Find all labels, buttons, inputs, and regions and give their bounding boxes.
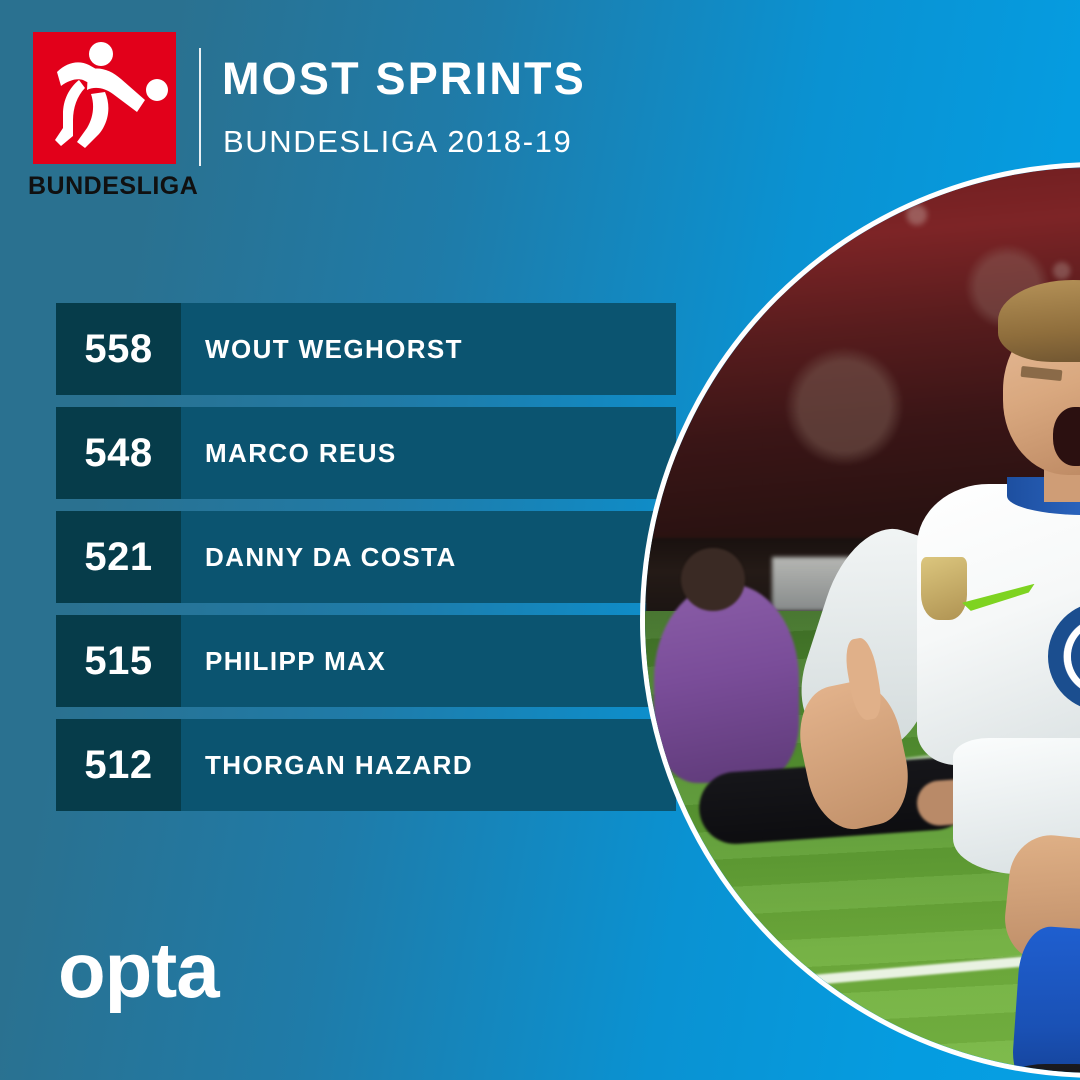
cup-badge <box>921 556 967 620</box>
row-name-cell: DANNY DA COSTA <box>181 511 676 603</box>
row-name-cell: PHILIPP MAX <box>181 615 676 707</box>
row-player-name: DANNY DA COSTA <box>205 542 457 572</box>
player-torso <box>916 484 1080 765</box>
header-divider <box>199 48 201 166</box>
player-photo: W 9 <box>645 167 1080 1073</box>
table-row: 521 DANNY DA COSTA <box>56 511 676 603</box>
row-value-cell: 515 <box>56 615 181 707</box>
background-keeper-head <box>681 547 745 611</box>
row-value: 521 <box>84 535 153 579</box>
row-player-name: PHILIPP MAX <box>205 646 387 676</box>
bundesliga-player-icon <box>55 42 168 148</box>
row-value: 512 <box>84 743 153 787</box>
row-value: 558 <box>84 327 153 371</box>
row-value: 515 <box>84 639 153 683</box>
page-title: MOST SPRINTS <box>222 53 586 104</box>
row-player-name: MARCO REUS <box>205 438 397 468</box>
table-row: 512 THORGAN HAZARD <box>56 719 676 811</box>
row-value-cell: 548 <box>56 407 181 499</box>
row-value: 548 <box>84 431 153 475</box>
table-row: 548 MARCO REUS <box>56 407 676 499</box>
row-name-cell: THORGAN HAZARD <box>181 719 676 811</box>
row-name-cell: WOUT WEGHORST <box>181 303 676 395</box>
player-left-boot <box>1007 1063 1080 1073</box>
opta-logo: opta <box>58 926 220 1014</box>
table-row: 558 WOUT WEGHORST <box>56 303 676 395</box>
bundesliga-wordmark: BUNDESLIGA <box>28 172 199 200</box>
vw-logo-inner <box>1070 623 1080 689</box>
row-value-cell: 512 <box>56 719 181 811</box>
row-player-name: THORGAN HAZARD <box>205 750 474 780</box>
page-subtitle: BUNDESLIGA 2018-19 <box>223 124 573 159</box>
row-value-cell: 521 <box>56 511 181 603</box>
row-value-cell: 558 <box>56 303 181 395</box>
player-photo-circle: W 9 <box>640 162 1080 1078</box>
table-row: 515 PHILIPP MAX <box>56 615 676 707</box>
ranking-list: 558 WOUT WEGHORST 548 MARCO REUS 521 DANNY DA… <box>56 303 676 823</box>
background-keeper <box>654 583 799 784</box>
row-player-name: WOUT WEGHORST <box>205 334 463 364</box>
row-name-cell: MARCO REUS <box>181 407 676 499</box>
player-open-mouth <box>1052 407 1080 466</box>
